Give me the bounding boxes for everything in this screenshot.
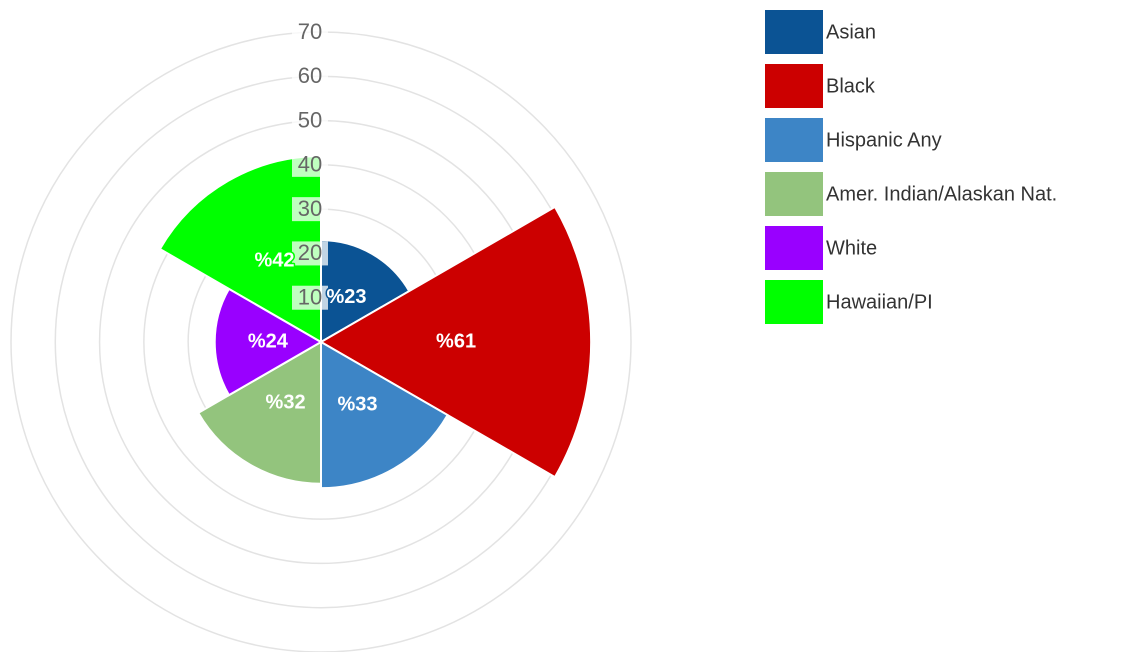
legend-swatch [765, 118, 823, 162]
tick-label-bg [292, 285, 328, 310]
data-label: %32 [266, 392, 306, 414]
tick-label: 40 [298, 152, 322, 177]
legend-label: White [826, 237, 877, 259]
tick-label-bg [292, 64, 328, 89]
sector [196, 340, 322, 485]
legend-swatch [765, 64, 823, 108]
tick-label: 20 [298, 240, 322, 265]
tick-label-bg [292, 152, 328, 177]
tick-label-bg [292, 108, 328, 133]
tick-label: 70 [298, 19, 322, 44]
sectors [158, 154, 593, 490]
legend-swatch [765, 172, 823, 216]
tick-label: 50 [298, 107, 322, 132]
legend-label: Black [826, 75, 876, 97]
tick-label-bg [292, 241, 328, 266]
data-label: %24 [248, 330, 289, 352]
legend-label: Asian [826, 21, 876, 43]
data-labels: %23 %61 %33 %32 %24 %42 [246, 248, 477, 417]
legend-label: Hawaiian/PI [826, 291, 933, 313]
sector [318, 205, 593, 479]
sector [320, 239, 411, 344]
tick-label-bg [292, 20, 328, 44]
data-label: %23 [326, 286, 366, 308]
sector [320, 340, 449, 490]
legend-swatch [765, 226, 823, 270]
legend-swatch [765, 280, 823, 324]
sector [213, 287, 323, 397]
tick-label: 60 [298, 63, 322, 88]
tick-label: 30 [298, 196, 322, 221]
data-label: %42 [254, 250, 294, 272]
data-label: %61 [436, 330, 476, 352]
legend-label: Amer. Indian/Alaskan Nat. [826, 183, 1057, 205]
data-label: %33 [338, 394, 378, 416]
tick-label: 10 [298, 285, 322, 310]
tick-label-bg [292, 197, 328, 222]
ticks: 10 20 30 40 50 60 70 [292, 19, 328, 310]
legend-swatch [765, 10, 823, 54]
legend-label: Hispanic Any [826, 129, 942, 151]
